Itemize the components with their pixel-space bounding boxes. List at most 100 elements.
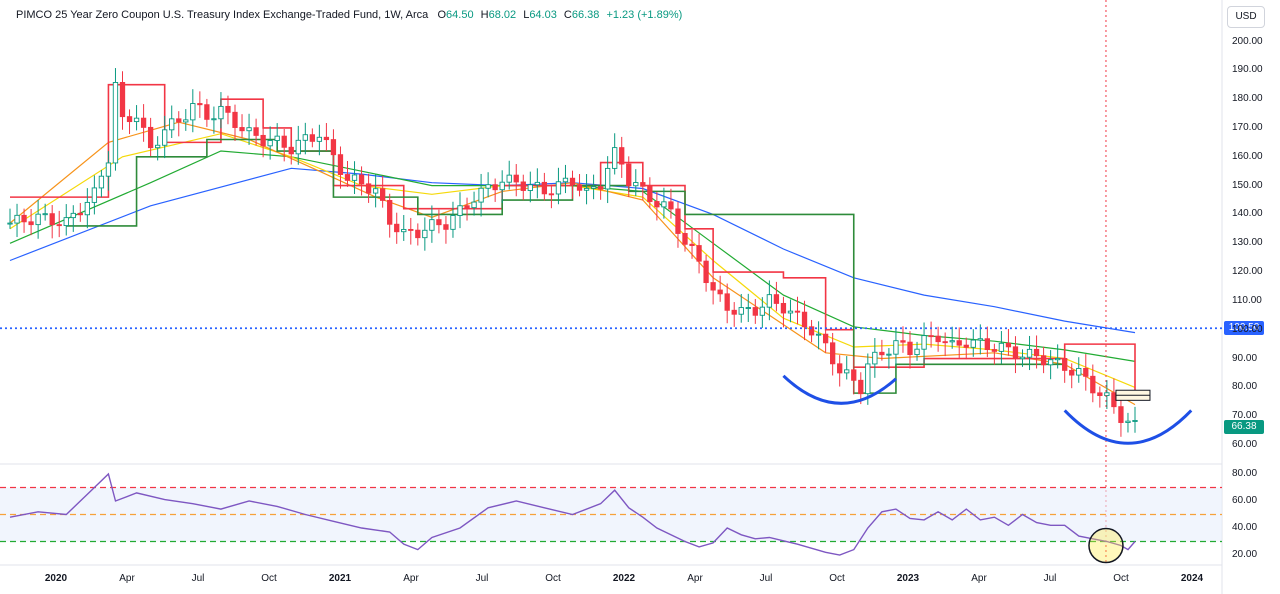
candle-body <box>675 208 681 234</box>
candle-body <box>316 136 323 142</box>
candle-body <box>935 335 941 343</box>
candle-body <box>422 229 428 239</box>
time-tick-label: 2023 <box>896 573 920 584</box>
candle-body <box>717 289 723 295</box>
legend-high-label: H <box>480 9 489 21</box>
candle-body <box>7 222 13 225</box>
candle-body <box>794 310 801 313</box>
candle-body <box>429 219 435 231</box>
candle-body <box>513 174 519 183</box>
candle-body <box>752 307 758 316</box>
time-tick-label: 2021 <box>328 573 352 584</box>
legend-open-label: O <box>437 9 447 21</box>
candle-body <box>541 181 548 195</box>
candle-body <box>865 363 871 395</box>
hline-price-tag: 100.50 <box>1224 321 1264 336</box>
candle-body <box>365 183 372 194</box>
candle-body <box>14 214 20 224</box>
candle-body <box>534 181 540 186</box>
candle-body <box>162 129 168 146</box>
candle-body <box>337 154 344 175</box>
legend-low-label: L <box>523 9 530 21</box>
candle-body <box>1012 346 1019 360</box>
candle-body <box>415 229 421 239</box>
candle-body <box>914 348 920 356</box>
candle-body <box>176 118 182 123</box>
candle-body <box>647 185 653 202</box>
time-tick-label: Jul <box>475 573 489 584</box>
candle-body <box>1132 420 1138 422</box>
candle-body <box>1104 392 1110 397</box>
candle-body <box>464 205 470 209</box>
candle-body <box>562 177 569 183</box>
candle-body <box>597 186 604 190</box>
rsi-tick-label: 60.00 <box>1232 495 1258 506</box>
candle-body <box>984 338 990 351</box>
candle-body <box>738 307 744 315</box>
candle-body <box>471 201 477 209</box>
candle-body <box>991 349 998 352</box>
candle-body <box>963 344 969 348</box>
candle-body <box>288 146 294 155</box>
candle-body <box>759 306 765 316</box>
candle-body <box>49 213 55 226</box>
candle-body <box>1097 392 1103 397</box>
candle-body <box>239 127 245 132</box>
rsi-tick-label: 20.00 <box>1232 549 1258 560</box>
rsi-tick-label: 80.00 <box>1232 468 1258 479</box>
candle-body <box>780 302 787 314</box>
candle-body <box>872 351 878 365</box>
candle-body <box>274 135 280 141</box>
price-tick-label: 140.00 <box>1232 208 1263 220</box>
candle-body <box>590 186 597 189</box>
candle-body <box>893 340 899 355</box>
candle-body <box>527 184 533 191</box>
legend-low-value: 64.03 <box>529 9 557 21</box>
candle-body <box>661 201 667 208</box>
candle-body <box>555 181 562 195</box>
price-tick-label: 200.00 <box>1232 35 1263 47</box>
price-tick-label: 70.00 <box>1232 410 1258 422</box>
candle-body <box>28 221 34 226</box>
candle-body <box>211 118 217 121</box>
rsi-highlight-circle <box>1088 527 1124 564</box>
candle-body <box>232 111 238 128</box>
time-tick-label: Oct <box>1113 573 1129 584</box>
candle-body <box>84 201 90 216</box>
candle-body <box>724 293 730 311</box>
candle-body <box>457 205 463 216</box>
candle-body <box>309 134 315 142</box>
candle-body <box>1005 342 1012 348</box>
candle-body <box>1047 359 1054 366</box>
candle-body <box>302 134 308 141</box>
candle-body <box>225 105 231 113</box>
candle-body <box>197 103 203 106</box>
candle-body <box>1062 358 1068 371</box>
candle-body <box>1111 392 1117 408</box>
candle-body <box>387 199 393 225</box>
candle-body <box>56 224 62 227</box>
candle-body <box>520 181 526 191</box>
candle-body <box>696 245 702 262</box>
legend-close-label: C <box>563 9 572 21</box>
legend-open-value: 64.50 <box>446 9 474 21</box>
candle-body <box>1040 355 1047 366</box>
candle-body <box>668 201 674 210</box>
candle-body <box>970 339 976 348</box>
time-tick-label: Apr <box>971 573 987 584</box>
time-tick-label: Apr <box>687 573 703 584</box>
right-arc-drawing <box>1063 409 1193 445</box>
candle-body <box>443 224 449 230</box>
candle-body <box>921 335 927 350</box>
time-tick-label: Oct <box>261 573 277 584</box>
price-tick-label: 90.00 <box>1232 352 1258 364</box>
currency-button[interactable]: USD <box>1227 6 1265 28</box>
candle-body <box>822 333 829 344</box>
candle-body <box>626 163 632 187</box>
candle-body <box>485 184 491 189</box>
candle-body <box>858 379 864 395</box>
candle-body <box>140 117 147 128</box>
candle-body <box>260 134 266 147</box>
candle-body <box>612 147 618 169</box>
